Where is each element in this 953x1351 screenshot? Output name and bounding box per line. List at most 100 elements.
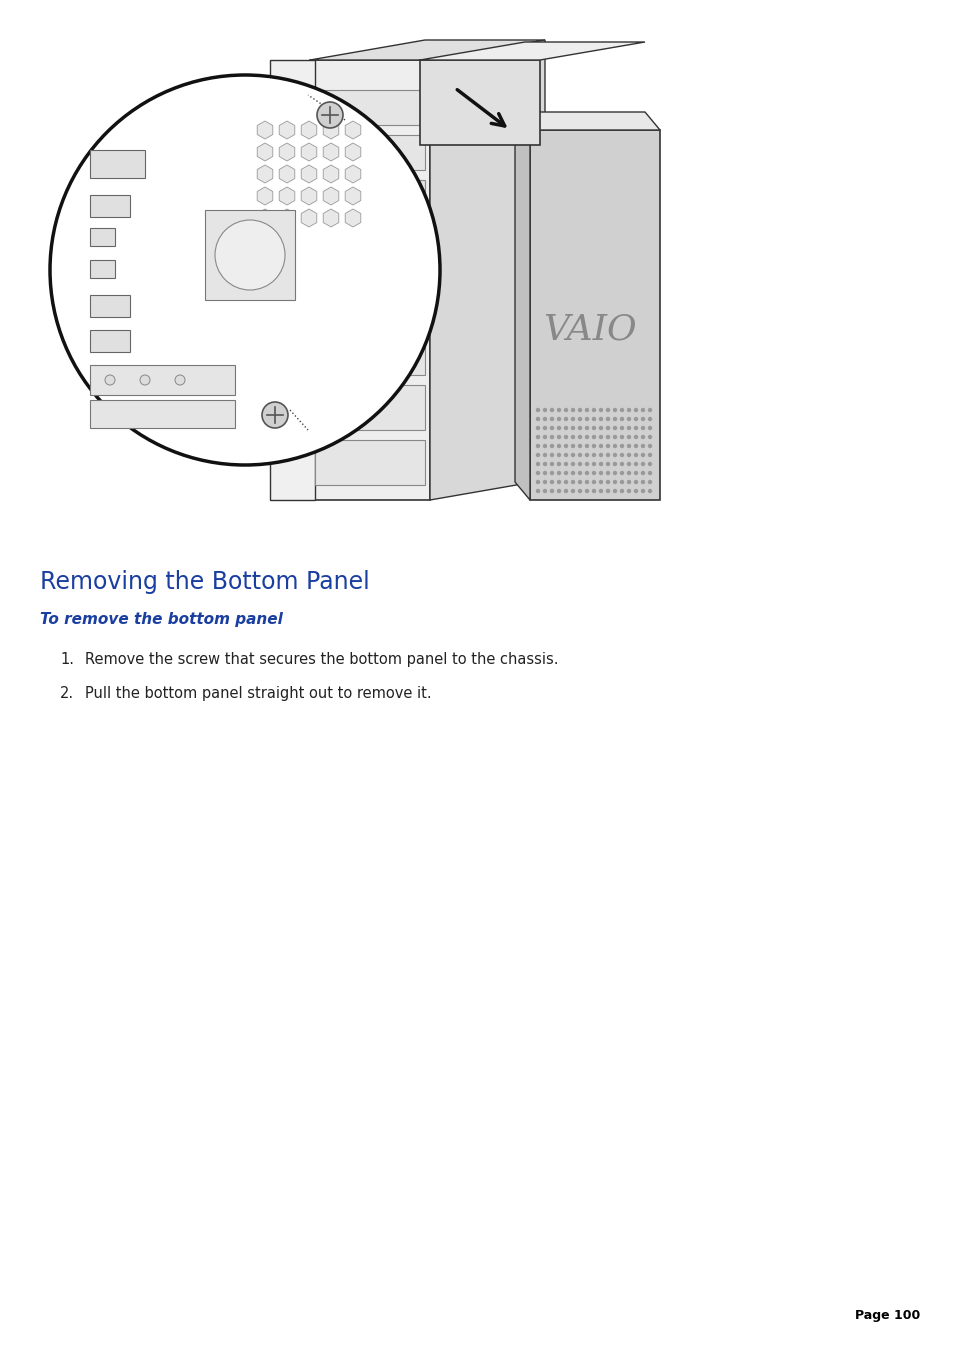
Circle shape <box>578 408 581 412</box>
Circle shape <box>640 408 644 412</box>
Circle shape <box>640 462 644 466</box>
Circle shape <box>592 427 595 430</box>
Circle shape <box>140 376 150 385</box>
Circle shape <box>634 454 637 457</box>
Circle shape <box>648 435 651 439</box>
Circle shape <box>543 435 546 439</box>
Circle shape <box>648 408 651 412</box>
Circle shape <box>606 471 609 474</box>
Circle shape <box>571 462 574 466</box>
Circle shape <box>174 376 185 385</box>
Circle shape <box>592 435 595 439</box>
Circle shape <box>592 444 595 447</box>
Circle shape <box>543 462 546 466</box>
Polygon shape <box>430 41 544 500</box>
Circle shape <box>571 489 574 493</box>
Circle shape <box>592 408 595 412</box>
Circle shape <box>592 462 595 466</box>
Circle shape <box>619 417 623 420</box>
Circle shape <box>598 427 602 430</box>
Circle shape <box>564 462 567 466</box>
Circle shape <box>578 471 581 474</box>
Circle shape <box>634 489 637 493</box>
Bar <box>273 295 297 317</box>
Circle shape <box>557 427 560 430</box>
Circle shape <box>592 454 595 457</box>
Circle shape <box>627 444 630 447</box>
Circle shape <box>648 454 651 457</box>
Polygon shape <box>515 112 530 500</box>
Circle shape <box>634 471 637 474</box>
Circle shape <box>585 471 588 474</box>
Circle shape <box>578 462 581 466</box>
Bar <box>273 155 297 177</box>
Circle shape <box>648 427 651 430</box>
Circle shape <box>571 427 574 430</box>
Circle shape <box>214 220 285 290</box>
Circle shape <box>627 435 630 439</box>
Circle shape <box>585 435 588 439</box>
Text: To remove the bottom panel: To remove the bottom panel <box>40 612 283 627</box>
Bar <box>90 150 145 178</box>
Circle shape <box>592 471 595 474</box>
Circle shape <box>543 408 546 412</box>
Circle shape <box>536 427 539 430</box>
Circle shape <box>598 435 602 439</box>
Circle shape <box>606 435 609 439</box>
Circle shape <box>634 427 637 430</box>
Circle shape <box>619 471 623 474</box>
Bar <box>273 120 303 142</box>
Circle shape <box>557 462 560 466</box>
Text: Remove the screw that secures the bottom panel to the chassis.: Remove the screw that secures the bottom… <box>85 653 558 667</box>
Circle shape <box>550 417 553 420</box>
Circle shape <box>578 454 581 457</box>
Circle shape <box>640 471 644 474</box>
Circle shape <box>613 408 616 412</box>
Circle shape <box>536 454 539 457</box>
Bar <box>90 330 130 353</box>
Bar <box>314 240 424 300</box>
Circle shape <box>543 454 546 457</box>
Circle shape <box>640 481 644 484</box>
Circle shape <box>627 427 630 430</box>
Bar <box>273 85 303 107</box>
Polygon shape <box>310 41 544 59</box>
Circle shape <box>627 417 630 420</box>
Circle shape <box>536 435 539 439</box>
Circle shape <box>619 435 623 439</box>
Circle shape <box>606 489 609 493</box>
Circle shape <box>613 489 616 493</box>
Bar <box>90 228 115 246</box>
Bar <box>90 195 130 218</box>
Bar <box>270 59 314 500</box>
Text: Page 100: Page 100 <box>854 1309 919 1323</box>
Circle shape <box>648 471 651 474</box>
Circle shape <box>571 444 574 447</box>
Circle shape <box>627 489 630 493</box>
Circle shape <box>536 481 539 484</box>
Circle shape <box>585 462 588 466</box>
Circle shape <box>613 427 616 430</box>
Circle shape <box>648 444 651 447</box>
Circle shape <box>648 481 651 484</box>
Circle shape <box>571 481 574 484</box>
Circle shape <box>550 435 553 439</box>
Circle shape <box>606 427 609 430</box>
Circle shape <box>606 408 609 412</box>
Circle shape <box>606 417 609 420</box>
Polygon shape <box>419 42 644 59</box>
Circle shape <box>613 471 616 474</box>
Circle shape <box>613 435 616 439</box>
Bar <box>314 180 424 215</box>
Bar <box>314 91 424 126</box>
Circle shape <box>619 462 623 466</box>
Circle shape <box>585 417 588 420</box>
Circle shape <box>564 408 567 412</box>
Circle shape <box>324 304 335 316</box>
Circle shape <box>640 417 644 420</box>
Circle shape <box>640 444 644 447</box>
Circle shape <box>627 408 630 412</box>
Circle shape <box>550 481 553 484</box>
Circle shape <box>550 427 553 430</box>
Circle shape <box>592 489 595 493</box>
